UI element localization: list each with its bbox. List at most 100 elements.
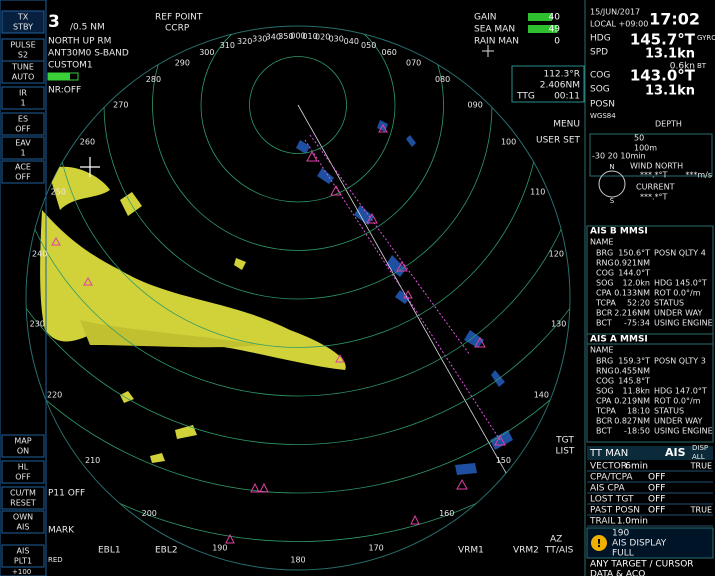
label: 144.0°T	[618, 269, 650, 278]
bearing-label: 010	[302, 32, 317, 41]
setting-value: TRUE	[690, 462, 712, 471]
label: BRG	[596, 357, 613, 366]
bearing-label: 210	[85, 456, 100, 465]
label: 150.6°T	[618, 249, 650, 258]
label: SOG	[596, 279, 614, 288]
label: 0.921NM	[614, 259, 650, 268]
label: AIS CPA	[590, 484, 626, 494]
label: SEA MAN	[474, 25, 515, 35]
label: BCR	[596, 417, 613, 426]
bearing-label: 100	[501, 138, 516, 147]
setting-value: 1.0min	[617, 517, 648, 527]
menu-button[interactable]	[1, 86, 45, 110]
cursor-box	[511, 65, 585, 103]
bearing-label: 350	[278, 32, 293, 41]
label: 50	[634, 134, 644, 143]
label: USING ENGINE	[654, 427, 713, 436]
menu-button[interactable]	[1, 434, 45, 458]
alert-icon-mark: !	[596, 537, 601, 550]
bearing-label: 000	[290, 32, 305, 41]
button-label: 1	[20, 149, 25, 158]
label: 11.8kn	[622, 387, 650, 396]
bearing-label: 190	[212, 544, 227, 553]
target-vector	[309, 134, 471, 356]
label: USING ENGINE	[654, 319, 713, 328]
label: VRM2	[513, 546, 539, 556]
menu-button[interactable]	[1, 510, 45, 534]
bearing-label: 090	[468, 101, 483, 110]
button-label: PULSE	[10, 41, 35, 50]
bearing-label: 230	[30, 319, 45, 328]
menu-button[interactable]	[1, 136, 45, 160]
label: 40	[549, 13, 561, 23]
bearing-label: 330	[252, 34, 267, 43]
bearing-label: 180	[290, 556, 305, 565]
setting-value: OFF	[648, 484, 665, 494]
bearing-label: 070	[406, 58, 421, 67]
button-label: ES	[18, 115, 28, 124]
label: 15/JUN/2017	[590, 8, 640, 17]
label: DISP	[692, 444, 708, 452]
label: -75:34	[624, 319, 650, 328]
bearing-label: 320	[237, 37, 252, 46]
menu-button[interactable]	[1, 112, 45, 136]
bearing-label: 340	[266, 33, 281, 42]
label: HDG 145.0°T	[654, 279, 707, 288]
label: POSN QLTY 4	[654, 249, 706, 258]
label: CPA	[596, 289, 612, 298]
setting-value: OFF	[648, 473, 665, 483]
label: N	[609, 163, 614, 171]
progress-fill	[48, 73, 70, 80]
bearing-label: 250	[51, 188, 66, 197]
button-label: AIS	[17, 523, 30, 532]
label: WIND NORTH	[630, 162, 683, 171]
button-label: OWN	[13, 513, 33, 522]
label: AIS	[665, 446, 686, 459]
menu-button[interactable]	[1, 160, 45, 184]
button-label: OFF	[15, 473, 31, 482]
bearing-label: 240	[32, 250, 47, 259]
label: LOST TGT	[590, 495, 634, 505]
label: ALL	[692, 453, 705, 461]
bearing-label: 270	[113, 101, 128, 110]
menu-button[interactable]	[1, 544, 45, 568]
label: BT	[697, 62, 707, 70]
label: 0.455NM	[614, 367, 650, 376]
label: -18:50	[624, 427, 650, 436]
button-label: MAP	[14, 437, 31, 446]
label: +100	[12, 568, 31, 576]
menu-button[interactable]	[1, 10, 45, 34]
menu-button[interactable]	[1, 60, 45, 84]
label: TTG	[516, 92, 535, 102]
range-ring	[26, 26, 570, 494]
label: 52:20	[627, 299, 650, 308]
label: EBL2	[155, 546, 178, 556]
label: ROT 0.0°/m	[654, 397, 701, 406]
bearing-label: 080	[435, 75, 450, 84]
label: WGS84	[590, 112, 616, 120]
bearing-label: 200	[142, 509, 157, 518]
button-label: AIS	[17, 547, 30, 556]
button-label: TUNE	[11, 63, 34, 72]
label: NORTH UP RM	[48, 37, 111, 47]
label: MARK	[48, 526, 75, 536]
value: 145.7°T	[630, 31, 696, 49]
label: TRAIL	[589, 517, 615, 527]
tt-bar	[587, 446, 713, 460]
label: 159.3°T	[618, 357, 650, 366]
cursor-icon	[482, 45, 494, 57]
label: UNDER WAY	[654, 309, 702, 318]
bearing-label: 300	[199, 48, 214, 57]
menu-button[interactable]	[1, 460, 45, 484]
setting-value: 6min	[625, 462, 648, 472]
bearing-label: 030	[329, 34, 344, 43]
menu-button[interactable]	[1, 486, 45, 510]
button-label: PLT1	[14, 557, 32, 566]
label: 00:11	[554, 92, 580, 102]
button-label: OFF	[15, 173, 31, 182]
user-set-button: USER SET	[536, 136, 581, 146]
bearing-label: 170	[368, 544, 383, 553]
label: HDG	[590, 34, 611, 44]
label: HDG 147.0°T	[654, 387, 707, 396]
